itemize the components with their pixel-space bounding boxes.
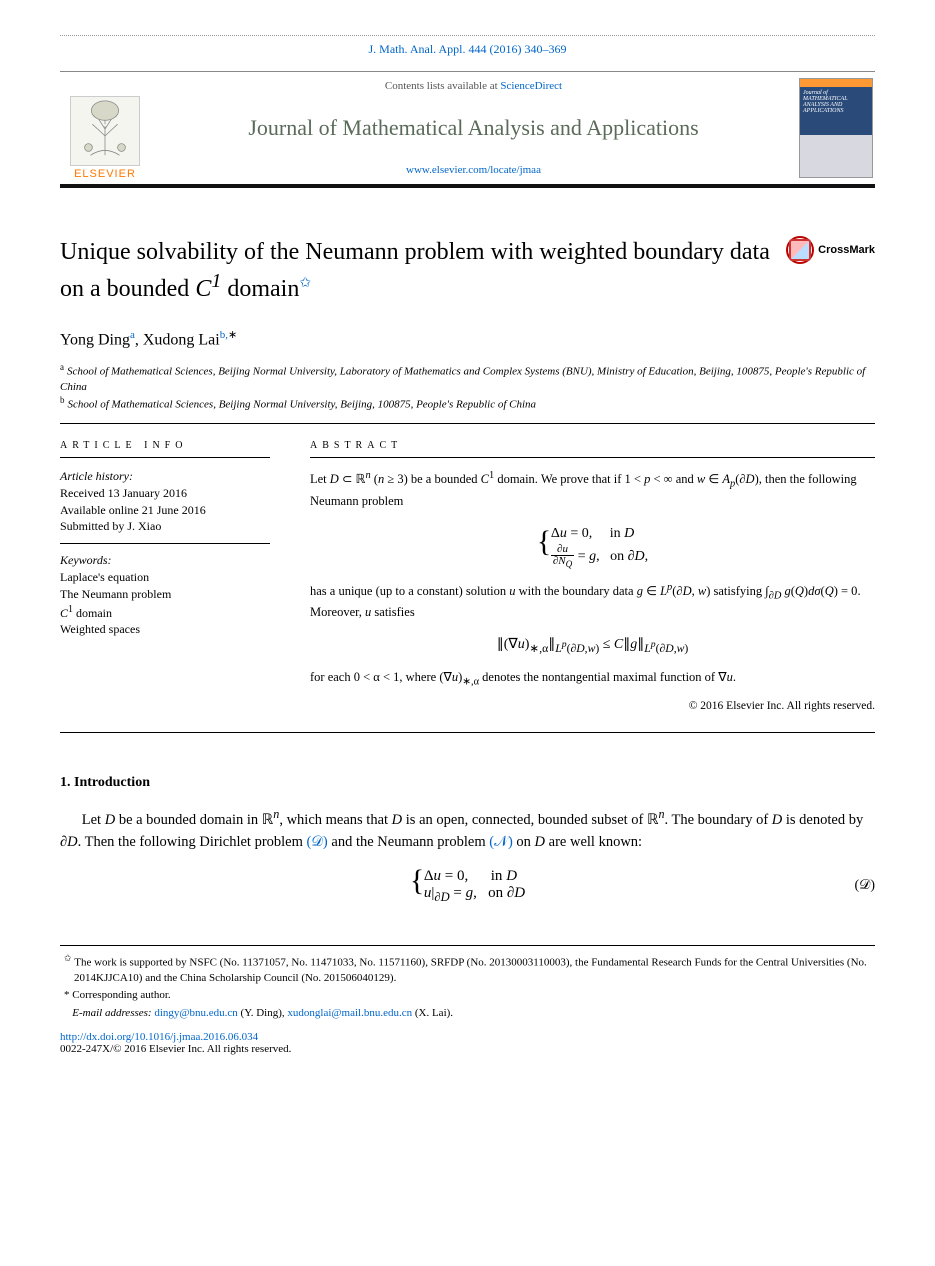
article-history: Article history: Received 13 January 201… [60,468,270,544]
section-1-p1: Let D be a bounded domain in ℝn, which m… [60,805,875,853]
publisher-logo: ELSEVIER [60,72,150,184]
publisher-name: ELSEVIER [74,168,136,180]
doi-link[interactable]: http://dx.doi.org/10.1016/j.jmaa.2016.06… [60,1031,258,1043]
dirichlet-ref-link[interactable]: (𝒟) [307,834,328,850]
elsevier-tree-icon [70,96,140,166]
history-submitted: Submitted by J. Xiao [60,518,270,535]
section-1-head: 1. Introduction [60,775,875,791]
email-2-who: (X. Lai). [412,1007,453,1019]
email-1-link[interactable]: dingy@bnu.edu.cn [154,1007,237,1019]
keywords-block: Keywords: Laplace's equation The Neumann… [60,552,270,638]
author-2-corr[interactable]: ∗ [228,329,237,341]
history-online: Available online 21 June 2016 [60,502,270,519]
journal-cover-thumb: Journal ofMATHEMATICAL ANALYSIS AND APPL… [797,72,875,184]
author-1-aff[interactable]: a [130,329,135,341]
keyword-3: C1 domain [60,603,270,622]
title-footnote-star[interactable]: ✩ [299,276,311,291]
journal-title: Journal of Mathematical Analysis and App… [160,105,787,151]
email-2-link[interactable]: xudonglai@mail.bnu.edu.cn [287,1007,412,1019]
aff-b-text: School of Mathematical Sciences, Beijing… [68,399,537,411]
email-1-who: (Y. Ding), [238,1007,288,1019]
sciencedirect-link[interactable]: ScienceDirect [500,80,562,92]
contents-available: Contents lists available at ScienceDirec… [160,80,787,92]
abstract-column: abstract Let D ⊂ ℝn (n ≥ 3) be a bounded… [310,440,875,714]
author-1: Yong Ding [60,331,130,348]
article-info-head: article info [60,440,270,458]
history-label: Article history: [60,468,270,485]
footnote-1-mark: ✩ [64,953,72,963]
citation-link[interactable]: J. Math. Anal. Appl. 444 (2016) 340–369 [369,42,567,56]
title-part-b: domain [221,276,299,302]
title-part-a: Unique solvability of the Neumann proble… [60,239,770,302]
cover-title: MATHEMATICAL ANALYSIS AND APPLICATIONS [803,96,847,114]
authors-line: Yong Dinga, Xudong Laib,∗ [60,328,875,349]
citation-header: J. Math. Anal. Appl. 444 (2016) 340–369 [60,36,875,71]
footnote-1-text: The work is supported by NSFC (No. 11371… [72,956,867,983]
email-label: E-mail addresses: [72,1007,154,1019]
abstract-p3: for each 0 < α < 1, where (∇u)∗,α denote… [310,668,875,690]
author-2-aff[interactable]: b, [220,329,228,341]
abstract-p1: Let D ⊂ ℝn (n ≥ 3) be a bounded C1 domai… [310,468,875,510]
keyword-2: The Neumann problem [60,586,270,603]
crossmark-badge[interactable]: CrossMark [786,236,875,264]
abstract-equation-1: Δu = 0, in D ∂u∂NQ = g, on ∂D, [310,518,875,580]
section-introduction: 1. Introduction Let D be a bounded domai… [60,775,875,918]
issn-line: 0022-247X/© 2016 Elsevier Inc. All right… [60,1043,875,1055]
aff-a-label: a [60,362,64,372]
footnote-emails: E-mail addresses: dingy@bnu.edu.cn (Y. D… [60,1006,875,1021]
abstract-p2: has a unique (up to a constant) solution… [310,580,875,622]
paper-title: Unique solvability of the Neumann proble… [60,236,786,306]
abstract-head: abstract [310,440,875,458]
neumann-ref-link[interactable]: (𝒩) [489,834,513,850]
journal-header: ELSEVIER Contents lists available at Sci… [60,71,875,188]
aff-a-text: School of Mathematical Sciences, Beijing… [60,366,865,393]
footnote-funding: ✩ The work is supported by NSFC (No. 113… [60,952,875,986]
author-2: Xudong Lai [143,331,220,348]
footnote-corresponding: * Corresponding author. [60,988,875,1003]
footnotes: ✩ The work is supported by NSFC (No. 113… [60,945,875,1021]
equation-tag-d: (𝒟) [855,878,876,894]
keyword-4: Weighted spaces [60,621,270,638]
crossmark-icon [786,236,814,264]
abstract-copyright: © 2016 Elsevier Inc. All rights reserved… [310,698,875,715]
title-math: C1 [195,276,221,302]
aff-b-label: b [60,395,65,405]
article-info-column: article info Article history: Received 1… [60,440,270,714]
keyword-1: Laplace's equation [60,569,270,586]
footnote-2-text: Corresponding author. [70,989,171,1001]
equation-dirichlet: Δu = 0, in D u|∂D = g, on ∂D (𝒟) [60,854,875,919]
journal-locate-link[interactable]: www.elsevier.com/locate/jmaa [406,164,541,176]
affiliations: aSchool of Mathematical Sciences, Beijin… [60,361,875,424]
contents-prefix: Contents lists available at [385,80,500,92]
history-received: Received 13 January 2016 [60,485,270,502]
crossmark-label: CrossMark [818,244,875,256]
abstract-equation-2: ∥(∇u)∗,α∥Lp(∂D,w) ≤ C∥g∥Lp(∂D,w) [310,629,875,668]
keywords-label: Keywords: [60,552,270,569]
doi-block: http://dx.doi.org/10.1016/j.jmaa.2016.06… [60,1031,875,1055]
